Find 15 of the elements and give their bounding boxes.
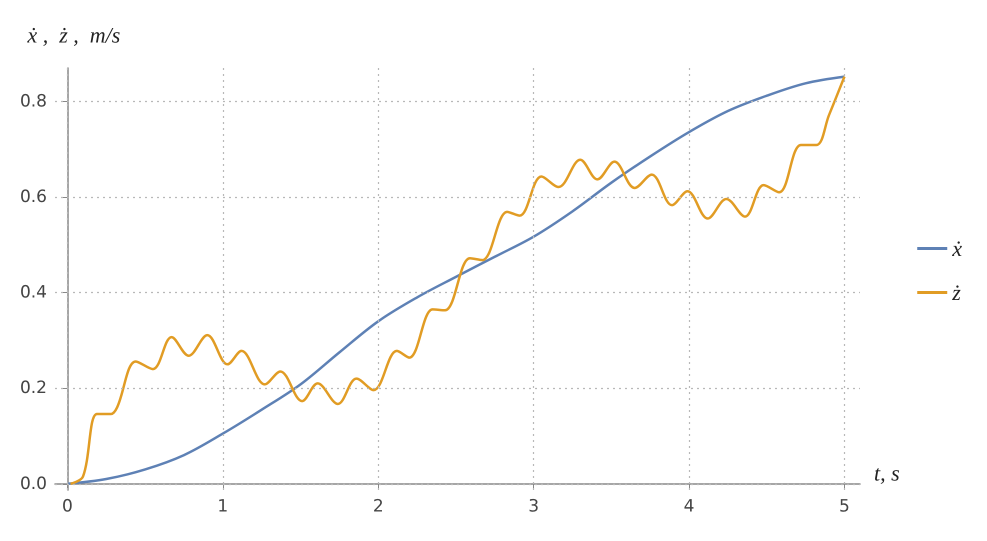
x-tick-label: 1 xyxy=(217,496,228,516)
y-axis-title: ẋ , ż , m/s xyxy=(26,22,120,48)
x-tick-label: 2 xyxy=(372,496,384,516)
y-tick-label: 0.8 xyxy=(20,91,47,112)
x-tick-label: 3 xyxy=(528,496,540,516)
x-tick-label: 0 xyxy=(62,496,73,516)
x-axis-title: t, s xyxy=(874,460,900,486)
legend-label: ż xyxy=(951,280,962,305)
legend-label: ẋ xyxy=(951,236,962,261)
x-tick-label: 4 xyxy=(684,496,694,516)
x-tick-label: 5 xyxy=(839,496,850,516)
y-tick-label: 0.0 xyxy=(20,474,47,494)
y-tick-label: 0.6 xyxy=(20,187,47,208)
y-tick-label: 0.4 xyxy=(20,282,47,303)
y-tick-label: 0.2 xyxy=(20,378,47,398)
